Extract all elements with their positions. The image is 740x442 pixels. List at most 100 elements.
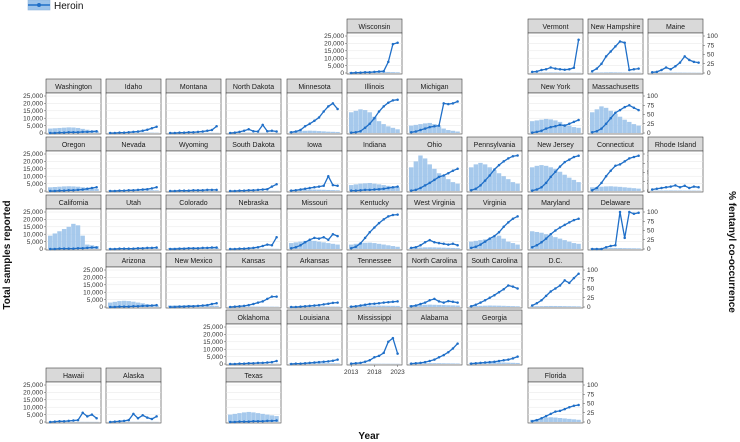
point-illinois-2014 xyxy=(354,131,358,134)
point-florida-2021 xyxy=(568,405,571,409)
point-maine-2019 xyxy=(678,61,682,64)
point-minnesota-2018 xyxy=(313,119,316,123)
bar-new-jersey-2013 xyxy=(530,167,535,191)
bar-d-c-2021 xyxy=(567,306,572,307)
facet-colorado: Colorado xyxy=(165,194,222,251)
bar-alabama-2017 xyxy=(427,363,432,364)
point-illinois-2023 xyxy=(396,98,399,101)
point-idaho-2018 xyxy=(132,130,135,134)
bar-new-jersey-2017 xyxy=(548,167,553,191)
point-vermont-2016 xyxy=(544,68,548,71)
facet-title-maine: Maine xyxy=(666,24,685,31)
point-wisconsin-2018 xyxy=(373,70,376,74)
left-tick-label: 5,000 xyxy=(328,63,345,70)
facet-ohio: Ohio xyxy=(406,136,463,193)
point-texas-2015 xyxy=(238,420,241,423)
point-illinois-2013 xyxy=(349,131,353,134)
facet-panel-south-dakota xyxy=(225,150,282,193)
bar-california-2016 xyxy=(61,229,67,249)
bar-maryland-2019 xyxy=(557,238,563,249)
point-maine-2020 xyxy=(683,55,686,58)
point-mississippi-2023 xyxy=(396,352,399,355)
point-maine-2013 xyxy=(650,71,654,74)
bar-tennessee-2016 xyxy=(362,305,368,307)
point-indiana-2018 xyxy=(373,188,376,191)
point-washington-2016 xyxy=(62,131,66,134)
point-d-c-2021 xyxy=(568,281,571,285)
left-tick-label: 15,000 xyxy=(23,224,43,231)
point-idaho-2014 xyxy=(113,131,117,135)
facet-panel-new-mexico xyxy=(165,266,222,309)
point-california-2014 xyxy=(53,247,57,251)
left-tick-label: 10,000 xyxy=(83,289,103,296)
bar-delaware-2017 xyxy=(608,247,613,249)
point-alaska-2021 xyxy=(146,416,149,419)
point-rhode-island-2020 xyxy=(683,184,686,188)
bar-florida-2021 xyxy=(567,418,572,422)
point-utah-2014 xyxy=(113,247,117,251)
point-delaware-2015 xyxy=(600,247,603,251)
facet-indiana: Indiana xyxy=(346,136,403,193)
point-idaho-2021 xyxy=(146,128,149,131)
x-tick-label: 2013 xyxy=(344,369,359,376)
bar-arizona-2019 xyxy=(135,302,141,307)
point-rhode-island-2015 xyxy=(660,186,663,190)
point-florida-2023 xyxy=(577,403,580,407)
point-nebraska-2019 xyxy=(256,245,260,249)
point-hawaii-2022 xyxy=(90,413,94,416)
point-colorado-2013 xyxy=(168,247,172,251)
point-virginia-2017 xyxy=(488,237,491,240)
bar-ohio-2015 xyxy=(418,155,423,191)
bar-california-2014 xyxy=(52,233,58,249)
point-virginia-2014 xyxy=(474,245,478,249)
bar-texas-2020 xyxy=(260,413,265,422)
facet-delaware: Delaware 0 25 50 75 100 xyxy=(587,194,658,253)
point-south-dakota-2013 xyxy=(228,189,232,193)
point-rhode-island-2019 xyxy=(678,186,682,189)
facet-title-wisconsin: Wisconsin xyxy=(359,24,391,31)
bar-minnesota-2019 xyxy=(316,131,322,133)
point-wyoming-2023 xyxy=(215,188,218,192)
point-delaware-2019 xyxy=(618,210,622,214)
point-new-mexico-2014 xyxy=(173,305,177,309)
point-minnesota-2023 xyxy=(336,107,339,111)
point-wyoming-2022 xyxy=(210,188,214,192)
point-oregon-2014 xyxy=(53,189,57,193)
bar-west-virginia-2020 xyxy=(441,247,446,249)
point-illinois-2020 xyxy=(382,105,385,108)
bar-illinois-2018 xyxy=(372,116,377,133)
bar-massachusetts-2017 xyxy=(608,110,613,133)
point-new-hampshire-2018 xyxy=(614,45,617,48)
facet-panel-maine xyxy=(647,32,704,75)
point-nevada-2021 xyxy=(146,187,149,191)
point-utah-2015 xyxy=(118,247,121,250)
point-d-c-2018 xyxy=(554,287,557,290)
bar-missouri-2013 xyxy=(289,243,294,249)
facet-kentucky: Kentucky xyxy=(346,194,403,251)
point-alabama-2017 xyxy=(428,359,431,363)
bar-rhode-island-2019 xyxy=(677,190,683,191)
point-california-2023 xyxy=(95,246,98,249)
point-kentucky-2013 xyxy=(349,247,353,250)
point-texas-2019 xyxy=(256,420,260,423)
facet-south-dakota: South Dakota xyxy=(225,136,282,193)
point-oklahoma-2018 xyxy=(252,362,255,365)
facet-south-carolina: South Carolina xyxy=(466,252,523,309)
bar-illinois-2015 xyxy=(358,109,363,133)
bar-maryland-2020 xyxy=(562,240,567,249)
point-arkansas-2018 xyxy=(313,304,316,307)
facet-title-washington: Washington xyxy=(55,84,92,91)
point-new-jersey-2020 xyxy=(563,160,566,164)
point-kentucky-2015 xyxy=(359,242,362,245)
bar-pennsylvania-2014 xyxy=(473,164,479,191)
bar-nevada-2023 xyxy=(154,190,159,191)
point-connecticut-2015 xyxy=(600,181,603,185)
point-south-dakota-2018 xyxy=(252,189,255,192)
point-delaware-2023 xyxy=(637,211,640,214)
point-arkansas-2019 xyxy=(317,303,321,307)
facet-title-utah: Utah xyxy=(126,200,141,207)
point-arizona-2022 xyxy=(150,304,154,307)
point-illinois-2021 xyxy=(387,101,390,104)
point-maine-2016 xyxy=(664,66,668,69)
